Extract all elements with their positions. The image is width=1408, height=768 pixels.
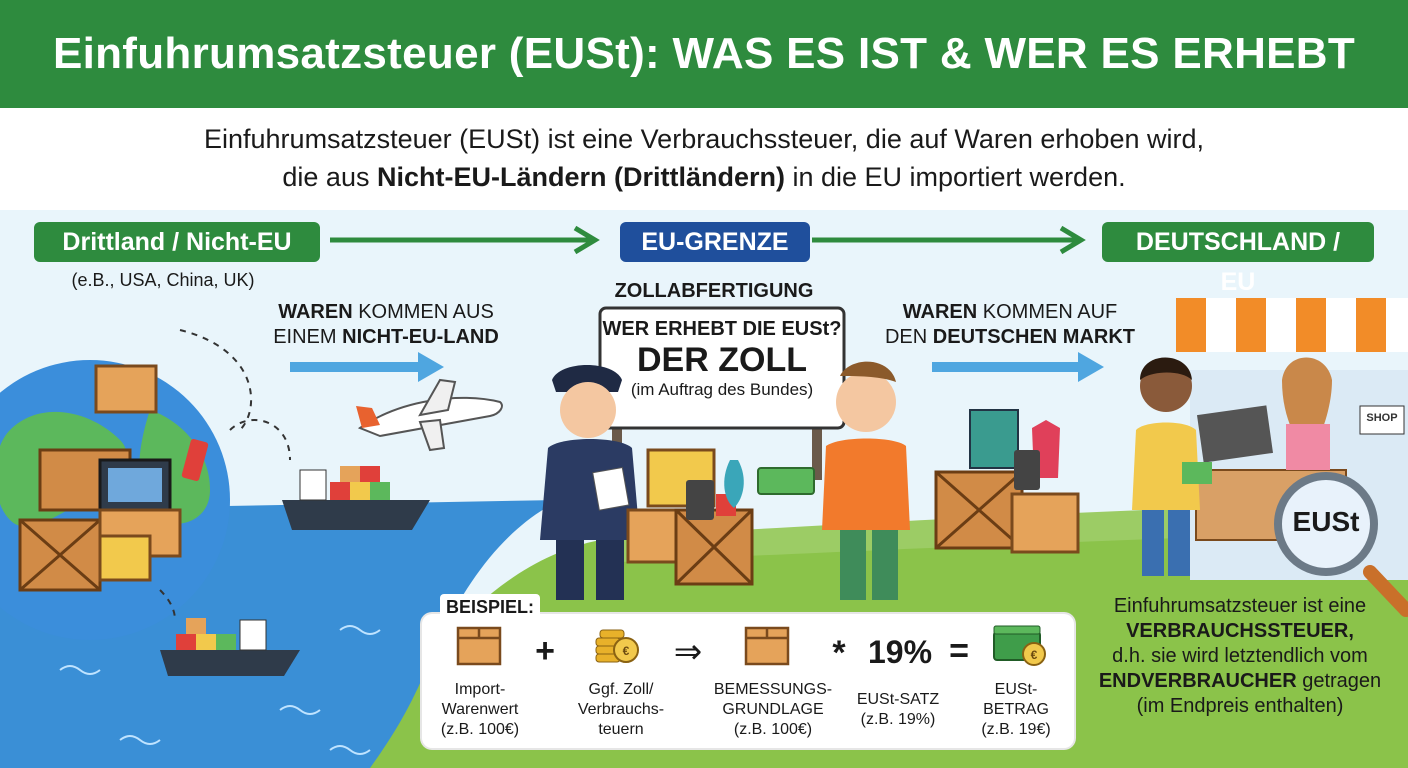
flow-arrows-top: [330, 225, 1086, 255]
formula-item-basis: BEMESSUNGS- GRUNDLAGE (z.B. 100€): [708, 680, 838, 740]
formula-rate-l2: (z.B. 19%): [860, 711, 936, 728]
consumption-tax-note: Einfuhrumsatzsteuer ist eine VERBRAUCHSS…: [1090, 594, 1390, 719]
note-line-4-text: getragen: [1296, 670, 1382, 692]
op-equals: =: [949, 632, 969, 670]
intro-text: Einfuhrumsatzsteuer (EUSt) ist eine Verb…: [80, 120, 1328, 196]
rate-value: 19%: [867, 634, 933, 670]
flow-right-text2: DEN: [884, 326, 933, 348]
flow-left-text2: EINEM: [273, 326, 343, 348]
region-label-third-country: Drittland / Nicht-EU: [34, 222, 320, 262]
intro-line-2-post: in die EU importiert werden.: [784, 162, 1126, 192]
sign-note: (im Auftrag des Bundes): [630, 380, 814, 399]
intro-line-2-bold: Nicht-EU-Ländern (Drittländern): [376, 162, 785, 192]
flow-left-bold2: NICHT-EU-LAND: [342, 326, 499, 348]
trader-figure: [757, 361, 910, 600]
note-line-1: Einfuhrumsatzsteuer ist eine: [1113, 595, 1367, 617]
region-label-eu-border: EU-GRENZE: [620, 222, 810, 262]
formula-import-l3: (z.B. 100€): [440, 721, 520, 738]
cash-icon: [757, 467, 815, 495]
op-arrow: ⇒: [673, 633, 703, 671]
border-goods-icon: [626, 448, 754, 586]
title-bar: [0, 0, 1408, 108]
formula-item-rate: EUSt-SATZ (z.B. 19%): [848, 690, 948, 730]
region-examples: (e.B., USA, China, UK): [71, 270, 255, 290]
note-line-3: d.h. sie wird letztendlich vom: [1112, 645, 1368, 667]
formula-basis-l2: GRUNDLAGE: [722, 701, 824, 718]
formula-item-duty: Ggf. Zoll/ Verbrauchs- teuern: [566, 680, 676, 740]
box-icon-basis: [744, 626, 790, 666]
flow-text-left: WAREN KOMMEN AUS EINEM NICHT-EU-LAND: [266, 300, 506, 350]
intro-line-2-pre: die aus: [282, 162, 377, 192]
container-ship-icon: [282, 466, 430, 530]
customs-officer-figure: [540, 365, 640, 600]
airplane-icon: [356, 378, 503, 452]
flow-right-bold1: WAREN: [902, 301, 978, 323]
flow-right-bold2: DEUTSCHEN MARKT: [932, 326, 1135, 348]
price-tag-icon: [181, 439, 209, 481]
region-label-germany: DEUTSCHLAND / EU: [1102, 222, 1374, 296]
sign-question: WER ERHEBT DIE EUSt?: [602, 318, 842, 340]
formula-item-amount: EUSt- BETRAG (z.B. 19€): [970, 680, 1062, 740]
flow-right-text1: KOMMEN AUF: [977, 301, 1118, 323]
waves: [59, 625, 381, 755]
formula-duty-l3: teuern: [598, 721, 644, 738]
example-tag: BEISPIEL:: [440, 594, 541, 621]
magnifier-label: EUSt: [1292, 506, 1360, 537]
cash-euro-symbol: €: [1030, 648, 1038, 662]
cash-stack-icon: [993, 625, 1046, 666]
op-plus: +: [535, 632, 555, 670]
sign-content: WER ERHEBT DIE EUSt? DER ZOLL (im Auftra…: [600, 318, 844, 400]
formula-import-l2: Warenwert: [441, 701, 519, 718]
flow-text-right: WAREN KOMMEN AUF DEN DEUTSCHEN MARKT: [880, 300, 1140, 350]
sign-answer: DER ZOLL: [637, 341, 807, 379]
market-goods-icon: [934, 409, 1080, 554]
shop-sign: SHOP: [1366, 412, 1398, 424]
dashed-arrow-1: [179, 329, 253, 431]
formula-duty-l2: Verbrauchs-: [577, 701, 665, 718]
customs-clearance-label: ZOLLABFERTIGUNG: [614, 280, 814, 302]
magnifier-icon: [1274, 472, 1408, 617]
formula-rate-l1: EUSt-SATZ: [856, 691, 940, 708]
page-title: Einfuhrumsatzsteuer (EUSt): WAS ES IST &…: [52, 29, 1356, 78]
blue-arrows: [290, 352, 1104, 382]
coin-euro-symbol: €: [622, 644, 630, 658]
formula-amount-l3: (z.B. 19€): [981, 721, 1051, 738]
note-line-4-bold: ENDVERBRAUCHER: [1098, 670, 1297, 692]
flow-left-text1: KOMMEN AUS: [352, 301, 494, 323]
intro-line-2: die aus Nicht-EU-Ländern (Drittländern) …: [80, 158, 1328, 196]
formula-amount-l1: EUSt-: [994, 681, 1038, 698]
goods-stack-icon: [18, 364, 182, 592]
example-icons: [456, 625, 1046, 666]
formula-basis-l1: BEMESSUNGS-: [713, 681, 833, 698]
formula-basis-l3: (z.B. 100€): [733, 721, 813, 738]
note-line-5: (im Endpreis enthalten): [1136, 695, 1344, 717]
note-line-2: VERBRAUCHSSTEUER,: [1126, 620, 1354, 642]
flow-left-bold1: WAREN: [278, 301, 353, 323]
coins-icon: [595, 629, 639, 663]
formula-duty-l1: Ggf. Zoll/: [588, 681, 654, 698]
box-icon-import: [456, 626, 502, 666]
dashed-arrow-2: [229, 419, 291, 461]
dashed-arrow-3: [159, 589, 176, 621]
op-times: *: [832, 634, 846, 672]
intro-line-1: Einfuhrumsatzsteuer (EUSt) ist eine Verb…: [204, 124, 1204, 154]
formula-item-import: Import- Warenwert (z.B. 100€): [434, 680, 526, 740]
container-ship-icon-2: [160, 618, 300, 676]
formula-amount-l2: BETRAG: [983, 701, 1049, 718]
formula-import-l1: Import-: [454, 681, 506, 698]
customer-figure: [1132, 357, 1212, 576]
